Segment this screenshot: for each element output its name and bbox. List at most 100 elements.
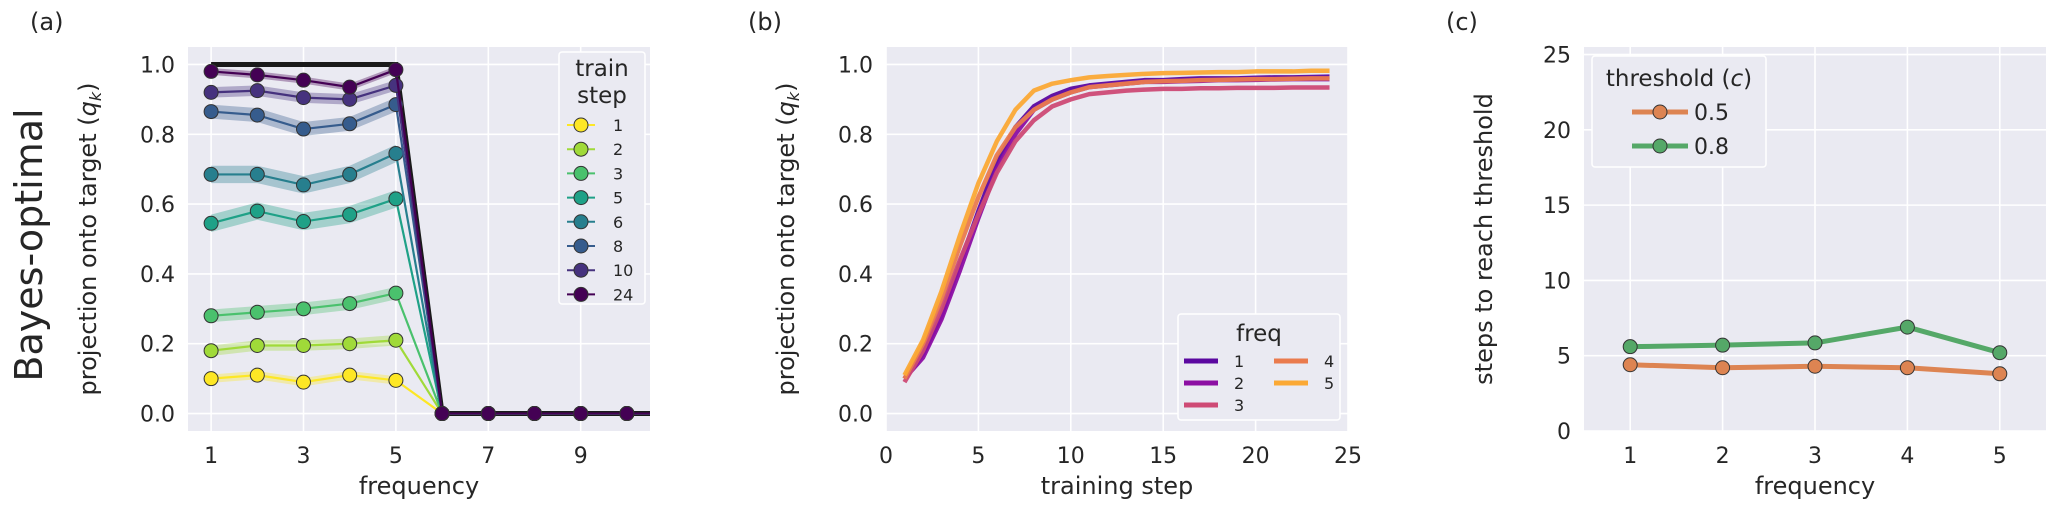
legend-marker — [573, 214, 589, 230]
data-point — [527, 406, 542, 422]
legend-label: 2 — [613, 140, 623, 159]
panel-c: (c) 1 2 3 4 5 0 5 10 15 20 25 frequency steps to reac… — [1446, 8, 2046, 500]
series-line-4 — [902, 76, 1330, 380]
data-point — [203, 166, 219, 182]
data-point — [296, 374, 311, 390]
plot-marks — [902, 68, 1330, 384]
x-tick-label: 10 — [1057, 444, 1085, 469]
row-label: Bayes-optimal — [7, 108, 51, 381]
x-tick-label: 0 — [879, 444, 893, 469]
y-tick-label: 20 — [1543, 119, 1571, 144]
x-tick-label: 1 — [204, 444, 218, 469]
data-point — [1807, 335, 1823, 351]
data-point — [388, 62, 404, 78]
y-tick-label: 25 — [1543, 44, 1571, 69]
data-point — [1715, 360, 1731, 376]
data-point — [203, 343, 219, 359]
legend-label: 1 — [1234, 352, 1244, 371]
data-point — [249, 107, 265, 123]
data-point — [388, 77, 404, 93]
legend-marker — [1652, 138, 1668, 154]
x-axis-label: training step — [1041, 472, 1194, 500]
data-point — [249, 367, 265, 383]
legend-marker — [573, 262, 589, 278]
y-axis-label: projection onto target (qk) — [74, 83, 105, 396]
y-axis-label: projection onto target (qk) — [772, 83, 803, 396]
y-tick-label: 0.4 — [140, 263, 175, 288]
legend-label: 0.8 — [1694, 135, 1729, 160]
data-point — [1807, 358, 1823, 374]
x-axis-label: frequency — [1755, 472, 1875, 500]
y-tick-label: 0.8 — [838, 123, 873, 148]
y-tick-label: 0.2 — [140, 333, 175, 358]
panel-label: (b) — [748, 8, 782, 36]
x-tick-label: 20 — [1242, 444, 1270, 469]
x-tick-label: 7 — [481, 444, 495, 469]
y-tick-label: 0 — [1557, 420, 1571, 445]
data-point — [296, 121, 311, 137]
legend-label: 10 — [613, 261, 633, 280]
y-tick-label: 0.0 — [838, 403, 873, 428]
data-point — [388, 285, 404, 301]
y-tick-label: 0.6 — [838, 193, 873, 218]
x-tick-label: 25 — [1334, 444, 1362, 469]
legend-marker — [573, 117, 589, 133]
panel-a: (a) 1 3 5 7 9 0.0 0.2 0.4 0.6 0.8 1.0 frequency proje… — [30, 8, 650, 500]
y-axis-label: steps to reach threshold — [1470, 93, 1498, 385]
data-point — [296, 177, 311, 193]
series-line-3 — [902, 85, 1330, 384]
data-point — [1622, 357, 1638, 373]
legend-marker — [573, 238, 589, 254]
data-point — [573, 406, 589, 422]
data-point — [203, 104, 219, 120]
x-axis-label: frequency — [359, 472, 479, 500]
x-tick-label: 9 — [574, 444, 588, 469]
data-point — [1715, 337, 1731, 353]
panel-label: (c) — [1446, 8, 1478, 36]
data-point — [342, 207, 358, 223]
y-tick-label: 15 — [1543, 194, 1571, 219]
data-point — [388, 191, 404, 207]
panel-label: (a) — [30, 8, 63, 36]
data-point — [203, 84, 219, 100]
data-point — [249, 337, 265, 353]
legend-marker — [573, 286, 589, 302]
legend-label: 2 — [1234, 374, 1244, 393]
y-tick-label: 0.4 — [838, 263, 873, 288]
data-point — [388, 145, 404, 161]
data-point — [296, 301, 311, 317]
legend-title: step — [577, 83, 627, 109]
legend-label: 3 — [613, 164, 623, 183]
data-point — [619, 406, 635, 422]
y-tick-label: 5 — [1557, 345, 1571, 370]
legend-label: 8 — [613, 237, 623, 256]
x-tick-label: 3 — [1808, 444, 1822, 469]
plot-marks — [1622, 319, 2008, 382]
data-point — [434, 406, 450, 422]
data-point — [249, 166, 265, 182]
data-point — [1992, 366, 2008, 382]
data-point — [249, 203, 265, 219]
data-point — [296, 214, 311, 230]
legend: freq 1 2 3 4 5 — [1177, 313, 1341, 421]
data-point — [342, 367, 358, 383]
x-tick-label: 1 — [1623, 444, 1637, 469]
data-point — [1992, 345, 2008, 361]
data-point — [342, 296, 358, 312]
legend-title: freq — [1236, 321, 1282, 347]
legend-title: threshold (c) — [1606, 66, 1752, 92]
x-tick-label: 5 — [1993, 444, 2007, 469]
legend-label: 5 — [1324, 374, 1334, 393]
data-point — [342, 79, 358, 95]
data-point — [203, 371, 219, 387]
legend: threshold (c) 0.5 0.8 — [1591, 55, 1767, 168]
data-point — [296, 72, 311, 88]
data-point — [1622, 339, 1638, 355]
data-point — [203, 308, 219, 324]
data-point — [1899, 319, 1915, 335]
legend-label: 24 — [613, 285, 633, 304]
y-tick-label: 0.0 — [140, 403, 175, 428]
y-tick-label: 1.0 — [140, 53, 175, 78]
